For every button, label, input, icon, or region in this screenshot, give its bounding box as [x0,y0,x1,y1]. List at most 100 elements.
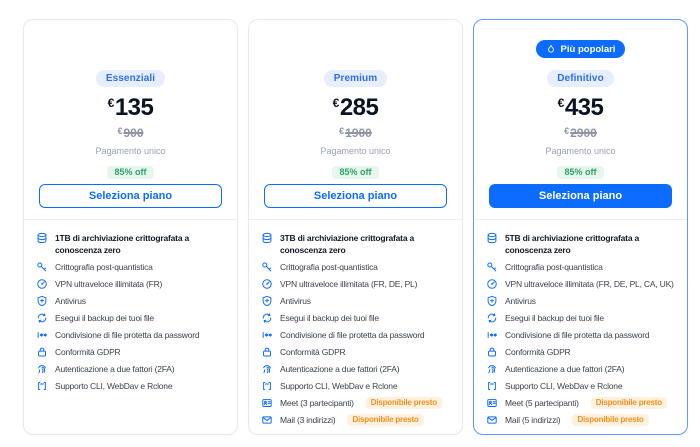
feature-item: Meet (3 partecipanti) Disponibile presto [261,397,450,409]
feature-item: VPN ultraveloce illimitata (FR, DE, PL, … [486,278,675,290]
feature-item: Conformità GDPR [486,346,675,358]
sync-icon [261,312,273,324]
discount-row: 85% off [249,162,462,179]
discount-badge: 85% off [557,166,604,179]
key-icon [36,261,48,273]
card-header: Essenziali €135 €900 Pagamento unico 85%… [24,20,237,220]
lock-icon [486,346,498,358]
feature-item: VPN ultraveloce illimitata (FR, DE, PL) [261,278,450,290]
feature-item: Condivisione di file protetta da passwor… [486,329,675,341]
old-currency-symbol: € [339,126,345,136]
feature-text: Mail (5 indirizzi) [505,415,561,425]
pricing-card: Più popolari Definitivo €435 €2900 Pagam… [473,19,688,435]
feature-item: Mail (5 indirizzi) Disponibile presto [486,414,675,426]
password-share-icon [486,329,498,341]
speedometer-icon [36,278,48,290]
feature-text: Meet (3 partecipanti) [280,398,354,408]
feature-list: 3TB di archiviazione crittografata a con… [249,220,462,426]
feature-list: 5TB di archiviazione crittografata a con… [474,220,687,426]
popular-badge-label: Più popolari [560,43,616,55]
feature-text: Mail (3 indirizzi) [280,415,336,425]
coming-soon-badge: Disponibile presto [590,397,667,409]
feature-item: Mail (3 indirizzi) Disponibile presto [261,414,450,426]
lock-icon [261,346,273,358]
pricing-card: Premium €285 €1900 Pagamento unico 85% o… [248,19,463,435]
price-amount: 435 [564,94,604,121]
storage-icon [36,232,48,244]
coming-soon-badge: Disponibile presto [365,397,442,409]
feature-text: Autenticazione a due fattori (2FA) [505,364,625,374]
speedometer-icon [261,278,273,290]
meet-icon [261,397,273,409]
lock-icon [36,346,48,358]
feature-item: Crittografia post-quantistica [261,261,450,273]
feature-item: Antivirus [261,295,450,307]
shield-plus-icon [36,295,48,307]
fingerprint-icon [36,363,48,375]
price: €285 [249,95,462,124]
price-amount: 285 [339,94,379,121]
feature-text: Autenticazione a due fattori (2FA) [280,364,400,374]
feature-item: Conformità GDPR [36,346,225,358]
terminal-icon [36,380,48,392]
old-price-amount: 2900 [570,126,597,140]
feature-item: Esegui il backup dei tuoi file [261,312,450,324]
sync-icon [486,312,498,324]
coming-soon-badge: Disponibile presto [572,414,649,426]
plan-badge: Essenziali [95,70,166,87]
feature-item: Autenticazione a due fattori (2FA) [261,363,450,375]
feature-item: Autenticazione a due fattori (2FA) [36,363,225,375]
feature-text: Antivirus [280,296,311,306]
price: €435 [474,95,687,124]
feature-text: VPN ultraveloce illimitata (FR, DE, PL, … [505,279,674,289]
meet-icon [486,397,498,409]
feature-text: Supporto CLI, WebDav e Rclone [280,381,398,391]
key-icon [261,261,273,273]
popular-badge-row [249,40,462,58]
feature-list: 1TB di archiviazione crittografata a con… [24,220,237,392]
old-price: €1900 [249,126,462,141]
feature-item: Supporto CLI, WebDav e Rclone [261,380,450,392]
old-price: €900 [24,126,237,141]
feature-text: Crittografia post-quantistica [55,262,153,272]
select-plan-button[interactable]: Seleziona piano [264,184,447,208]
currency-symbol: € [557,96,565,110]
currency-symbol: € [332,96,340,110]
card-header: Più popolari Definitivo €435 €2900 Pagam… [474,20,687,220]
speedometer-icon [486,278,498,290]
feature-item: Esegui il backup dei tuoi file [36,312,225,324]
price-amount: 135 [114,94,154,121]
feature-text: Condivisione di file protetta da passwor… [280,330,425,340]
feature-item: Supporto CLI, WebDav e Rclone [36,380,225,392]
old-price-amount: 900 [123,126,144,140]
select-plan-button[interactable]: Seleziona piano [489,184,672,208]
feature-item: 5TB di archiviazione crittografata a con… [486,232,675,256]
pricing-cards: Essenziali €135 €900 Pagamento unico 85%… [23,19,688,435]
popular-badge-row: Più popolari [474,40,687,58]
select-plan-button[interactable]: Seleziona piano [39,184,222,208]
feature-text: Conformità GDPR [280,347,346,357]
feature-text: Meet (5 partecipanti) [505,398,579,408]
feature-text: Esegui il backup dei tuoi file [505,313,604,323]
feature-item: 3TB di archiviazione crittografata a con… [261,232,450,256]
feature-item: Autenticazione a due fattori (2FA) [486,363,675,375]
feature-text: Supporto CLI, WebDav e Rclone [505,381,623,391]
terminal-icon [261,380,273,392]
password-share-icon [261,329,273,341]
old-price-amount: 1900 [345,126,372,140]
fingerprint-icon [486,363,498,375]
feature-item: Meet (5 partecipanti) Disponibile presto [486,397,675,409]
feature-text: Crittografia post-quantistica [280,262,378,272]
feature-text: Condivisione di file protetta da passwor… [505,330,650,340]
plan-badge-row: Premium [249,58,462,87]
feature-text: Autenticazione a due fattori (2FA) [55,364,175,374]
feature-item: Crittografia post-quantistica [36,261,225,273]
feature-item: Supporto CLI, WebDav e Rclone [486,380,675,392]
coming-soon-badge: Disponibile presto [347,414,424,426]
price: €135 [24,95,237,124]
feature-text: Antivirus [505,296,536,306]
password-share-icon [36,329,48,341]
discount-row: 85% off [474,162,687,179]
feature-item: Condivisione di file protetta da passwor… [36,329,225,341]
feature-item: VPN ultraveloce illimitata (FR) [36,278,225,290]
